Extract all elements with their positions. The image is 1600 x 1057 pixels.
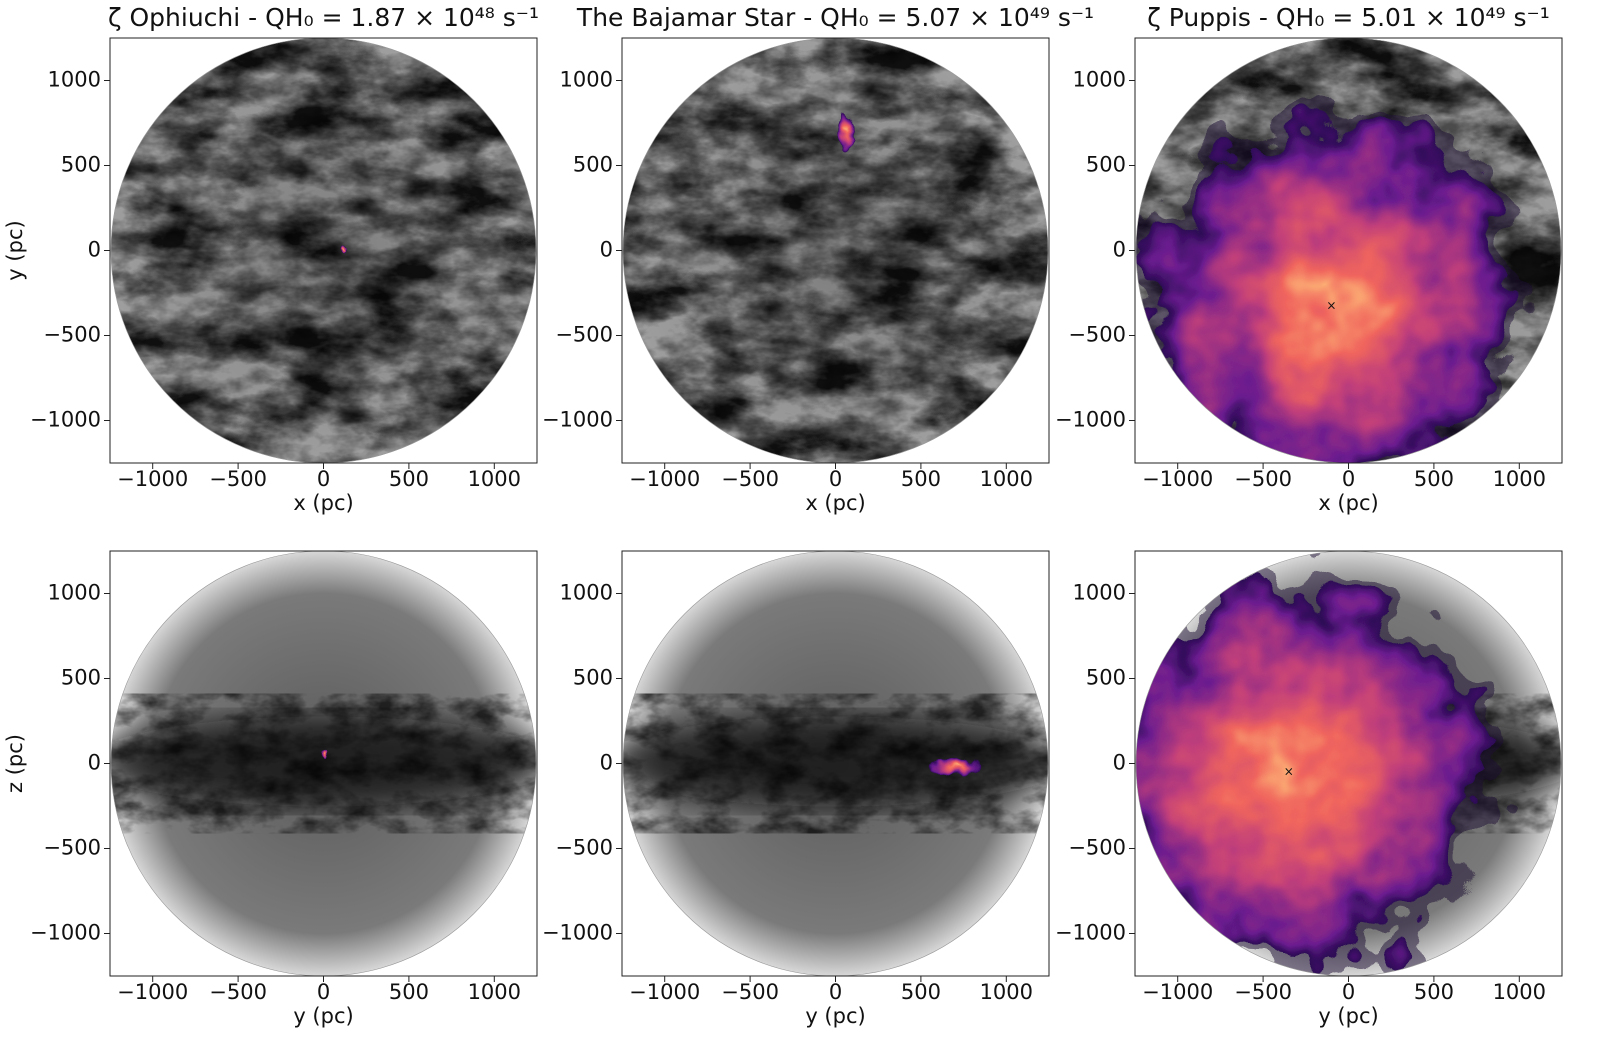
y-tick-label: −1000 <box>30 408 101 432</box>
y-tick-label: 1000 <box>48 68 101 92</box>
y-tick-label: 0 <box>600 238 613 262</box>
y-tick-label: 1000 <box>48 581 101 605</box>
x-tick-label: −500 <box>209 467 267 491</box>
density-map: × <box>1136 38 1561 463</box>
dust-texture <box>111 693 536 834</box>
x-tick-label: −500 <box>721 467 779 491</box>
y-tick-label: −1000 <box>1055 408 1126 432</box>
panel-title: The Bajamar Star - QH₀ = 5.07 × 10⁴⁹ s⁻¹ <box>576 3 1094 32</box>
panel: −1000 −500 0 500 1000 −1000 −500 0 500 1000 y (pc) <box>542 550 1050 1028</box>
x-axis-label: x (pc) <box>1318 491 1378 515</box>
ionized-region <box>1151 125 1512 463</box>
y-tick-label: −1000 <box>542 921 613 945</box>
ionized-region <box>1136 582 1479 962</box>
panel: −1000 −500 0 500 1000 −1000 −500 0 500 1000 y (pc)… <box>3 550 538 1028</box>
x-tick-label: −1000 <box>629 467 700 491</box>
x-axis-label: y (pc) <box>293 1004 353 1028</box>
y-tick-label: 0 <box>1113 751 1126 775</box>
y-tick-label: −500 <box>555 323 613 347</box>
y-tick-label: 1000 <box>560 68 613 92</box>
x-tick-label: −1000 <box>1142 980 1213 1004</box>
panel-title: ζ Ophiuchi - QH₀ = 1.87 × 10⁴⁸ s⁻¹ <box>108 3 539 32</box>
y-tick-label: 500 <box>1086 153 1126 177</box>
density-map <box>623 38 1048 463</box>
x-tick-label: 0 <box>1342 467 1355 491</box>
y-tick-label: −1000 <box>30 921 101 945</box>
x-tick-label: 1000 <box>468 980 521 1004</box>
y-tick-label: 500 <box>61 666 101 690</box>
x-tick-label: 0 <box>829 467 842 491</box>
panel: × −1000 −500 0 500 1000 −1000 −500 0 500 1000 y (pc… <box>1055 550 1563 1028</box>
x-axis-label: y (pc) <box>1318 1004 1378 1028</box>
dust-texture <box>111 38 536 463</box>
y-tick-label: 0 <box>600 751 613 775</box>
x-tick-label: 1000 <box>468 467 521 491</box>
panel-title: ζ Puppis - QH₀ = 5.01 × 10⁴⁹ s⁻¹ <box>1147 3 1550 32</box>
ionized-region <box>321 750 327 759</box>
x-tick-label: 1000 <box>1493 467 1546 491</box>
y-tick-label: −1000 <box>1055 921 1126 945</box>
y-tick-label: 1000 <box>1073 68 1126 92</box>
y-tick-label: 500 <box>61 153 101 177</box>
x-tick-label: 500 <box>389 467 429 491</box>
panel: × −1000 −500 0 500 1000 −1000 −500 0 500 1000 x (pc… <box>1055 3 1563 515</box>
x-tick-label: 500 <box>389 980 429 1004</box>
x-tick-label: 0 <box>829 980 842 1004</box>
ionized-region <box>929 757 981 776</box>
x-tick-label: −500 <box>1234 980 1292 1004</box>
panel: −1000 −500 0 500 1000 −1000 −500 0 500 1000 x (pc)… <box>3 3 539 515</box>
x-tick-label: −1000 <box>117 980 188 1004</box>
density-map <box>111 38 536 463</box>
x-tick-label: 500 <box>901 980 941 1004</box>
density-map <box>623 551 1048 976</box>
x-tick-label: 0 <box>1342 980 1355 1004</box>
y-tick-label: 1000 <box>560 581 613 605</box>
x-tick-label: −1000 <box>117 467 188 491</box>
y-axis-label: z (pc) <box>3 734 27 793</box>
x-axis-label: y (pc) <box>805 1004 865 1028</box>
ionized-region <box>341 244 347 253</box>
density-map: × <box>1136 551 1561 976</box>
x-tick-label: 1000 <box>980 980 1033 1004</box>
y-tick-label: −500 <box>1068 836 1126 860</box>
y-tick-label: −500 <box>43 836 101 860</box>
x-tick-label: −1000 <box>1142 467 1213 491</box>
y-tick-label: 1000 <box>1073 581 1126 605</box>
density-map <box>111 551 536 976</box>
dust-texture <box>623 693 1048 834</box>
y-tick-label: 0 <box>88 751 101 775</box>
x-tick-label: −500 <box>209 980 267 1004</box>
x-tick-label: −500 <box>721 980 779 1004</box>
y-tick-label: 500 <box>573 666 613 690</box>
y-tick-label: 0 <box>88 238 101 262</box>
panel: −1000 −500 0 500 1000 −1000 −500 0 500 1000 x (pc)… <box>542 3 1094 515</box>
star-marker: × <box>1284 765 1294 779</box>
x-tick-label: −500 <box>1234 467 1292 491</box>
x-tick-label: 1000 <box>1493 980 1546 1004</box>
x-tick-label: 500 <box>901 467 941 491</box>
star-marker: × <box>1326 298 1336 312</box>
x-tick-label: 500 <box>1414 980 1454 1004</box>
y-tick-label: −500 <box>1068 323 1126 347</box>
y-axis-label: y (pc) <box>3 220 27 280</box>
y-tick-label: −500 <box>555 836 613 860</box>
x-axis-label: x (pc) <box>805 491 865 515</box>
y-tick-label: −1000 <box>542 408 613 432</box>
ionized-region <box>837 113 855 150</box>
y-tick-label: 0 <box>1113 238 1126 262</box>
dust-texture <box>623 38 1048 463</box>
y-tick-label: 500 <box>573 153 613 177</box>
y-tick-label: −500 <box>43 323 101 347</box>
x-tick-label: −1000 <box>629 980 700 1004</box>
x-axis-label: x (pc) <box>293 491 353 515</box>
x-tick-label: 500 <box>1414 467 1454 491</box>
x-tick-label: 1000 <box>980 467 1033 491</box>
x-tick-label: 0 <box>317 467 330 491</box>
y-tick-label: 500 <box>1086 666 1126 690</box>
x-tick-label: 0 <box>317 980 330 1004</box>
